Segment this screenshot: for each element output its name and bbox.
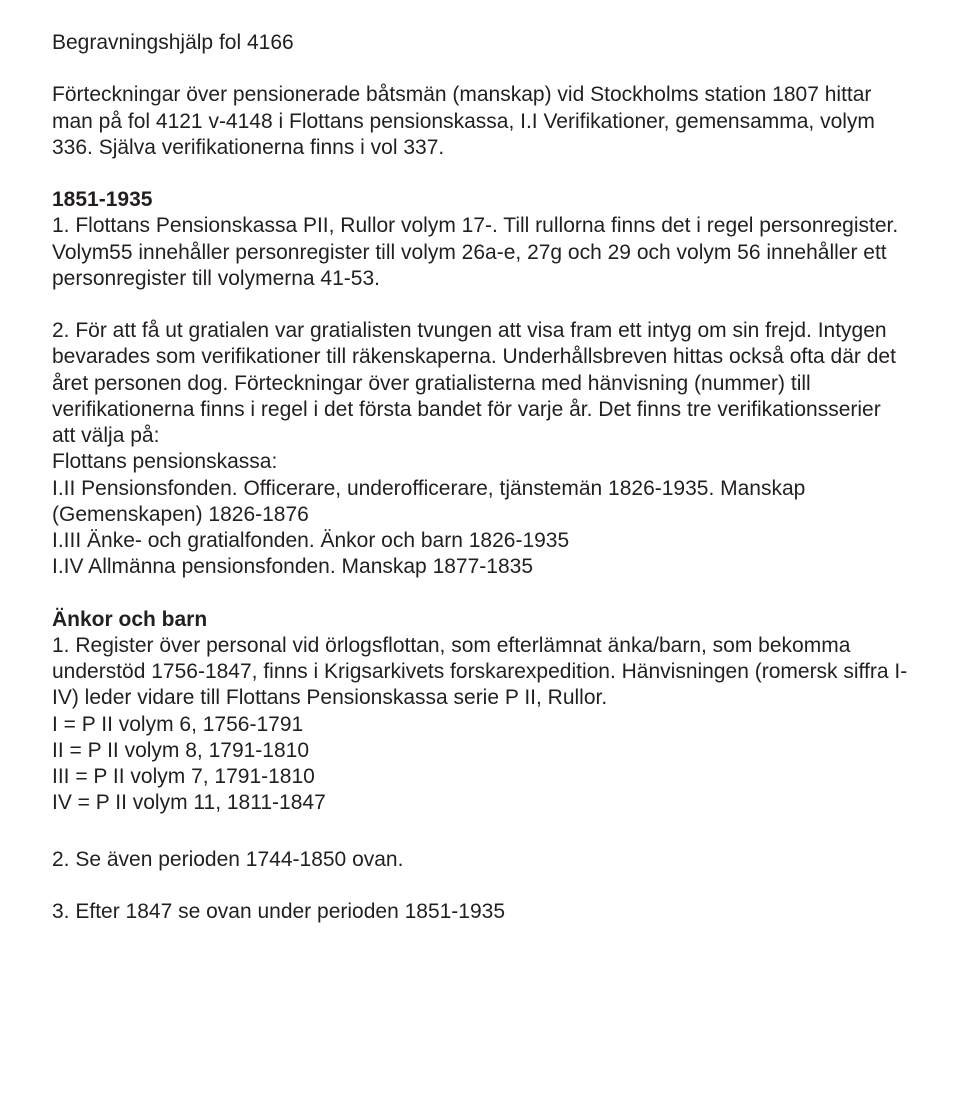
line-begravningshjalp: Begravningshjälp fol 4166 [52, 30, 908, 56]
line-volym-i: I = P II volym 6, 1756-1791 [52, 712, 908, 738]
line-volym-iv: IV = P II volym 11, 1811-1847 [52, 790, 908, 816]
paragraph-flottans-pensionskassa: 1. Flottans Pensionskassa PII, Rullor vo… [52, 213, 908, 292]
line-volym-iii: III = P II volym 7, 1791-1810 [52, 764, 908, 790]
paragraph-gratialen: 2. För att få ut gratialen var gratialis… [52, 318, 908, 449]
paragraph-se-aven: 2. Se även perioden 1744-1850 ovan. [52, 847, 908, 873]
heading-ankor-och-barn: Änkor och barn [52, 607, 908, 633]
line-flottans-pensionskassa: Flottans pensionskassa: [52, 449, 908, 475]
paragraph-register-personal: 1. Register över personal vid örlogsflot… [52, 633, 908, 712]
paragraph-forteckningar: Förteckningar över pensionerade båtsmän … [52, 82, 908, 161]
heading-1851-1935: 1851-1935 [52, 187, 908, 213]
line-volym-ii: II = P II volym 8, 1791-1810 [52, 738, 908, 764]
line-allmanna-pensionsfonden: I.IV Allmänna pensionsfonden. Manskap 18… [52, 554, 908, 580]
line-pensionsfonden: I.II Pensionsfonden. Officerare, underof… [52, 476, 908, 529]
paragraph-efter-1847: 3. Efter 1847 se ovan under perioden 185… [52, 899, 908, 925]
line-anke-gratialfonden: I.III Änke- och gratialfonden. Änkor och… [52, 528, 908, 554]
